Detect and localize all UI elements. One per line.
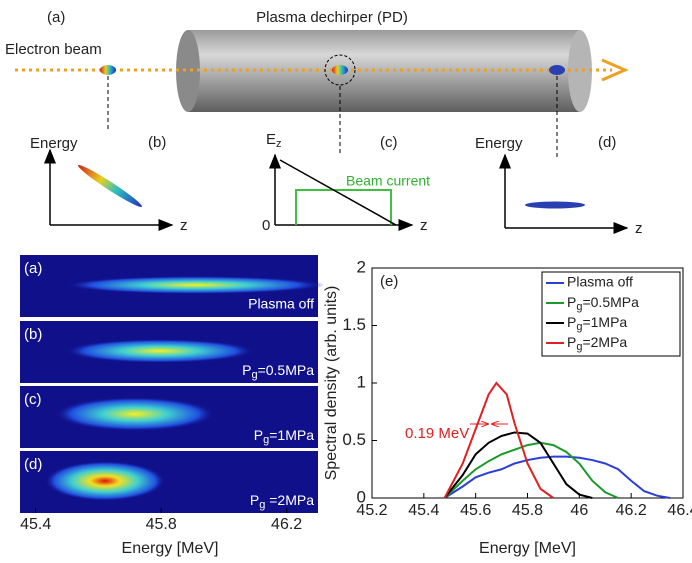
beam-label: Electron beam xyxy=(5,41,102,58)
x-tick-label: 45.2 xyxy=(356,502,387,519)
title: Plasma dechirper (PD) xyxy=(256,9,408,26)
panel-caption: Pg=0.5MPa xyxy=(242,362,314,381)
y-tick-label: 2 xyxy=(357,257,366,276)
legend-label: Pg=2MPa xyxy=(567,334,627,353)
beam-image xyxy=(55,397,215,431)
axis-label: z xyxy=(180,217,188,234)
panel-label: (c) xyxy=(380,134,398,151)
x-axis-label: Energy [MeV] xyxy=(122,540,219,557)
axis-label: Energy xyxy=(30,135,78,152)
panel-caption: Pg=1MPa xyxy=(254,427,314,446)
current-label: Beam current xyxy=(346,173,430,189)
y-tick-label: 0 xyxy=(357,487,366,506)
line xyxy=(443,431,593,499)
panel-caption: Pg =2MPa xyxy=(250,492,314,511)
x-tick-label: 45.8 xyxy=(512,502,543,519)
schematic: (a) Plasma dechirper (PD) Electron beam … xyxy=(5,9,643,237)
legend-label: Plasma off xyxy=(567,274,633,290)
image-panels: (a) Plasma off (b) Pg=0.5MPa (c) Pg=1MPa (d) Pg… xyxy=(20,255,325,557)
panel-label: (b) xyxy=(24,326,42,343)
line xyxy=(443,381,554,499)
panel-label: (c) xyxy=(24,391,42,408)
x-tick-label: 46 xyxy=(570,502,588,519)
x-tick-label: 45.4 xyxy=(408,502,439,519)
line xyxy=(443,441,619,499)
chart: 45.2 45.4 45.6 45.8 46 46.2 46.4 0 0.5 1 1.5 2 Energ… xyxy=(323,257,692,557)
x-tick-label: 45.4 xyxy=(20,516,51,533)
panel-caption: Plasma off xyxy=(248,296,314,312)
y-tick-label: 0.5 xyxy=(342,430,366,449)
y-tick-label: 1 xyxy=(357,372,366,391)
panel-label: (d) xyxy=(598,134,616,151)
axis-label: Energy xyxy=(475,135,523,152)
axis-label: z xyxy=(635,220,643,237)
panel-label: (b) xyxy=(148,134,166,151)
dechirper-end xyxy=(568,30,592,112)
panel-label: (e) xyxy=(380,273,398,290)
dechirper-end xyxy=(176,30,200,112)
legend-box xyxy=(541,271,681,357)
panel-label: (a) xyxy=(24,260,42,277)
annotation: 0.19 MeV xyxy=(405,425,469,442)
phase-space xyxy=(525,201,585,209)
x-tick-label: 46.2 xyxy=(616,502,647,519)
wakefield xyxy=(279,159,397,226)
y-axis-label: Spectral density (arb. units) xyxy=(323,286,340,481)
panel-label: (d) xyxy=(24,456,42,473)
legend-label: Pg=0.5MPa xyxy=(567,294,639,313)
x-axis-label: Energy [MeV] xyxy=(479,540,576,557)
beam-arrow xyxy=(601,58,629,82)
x-tick-label: 45.8 xyxy=(146,516,177,533)
bunch xyxy=(332,65,348,75)
beam-image xyxy=(65,339,255,363)
phase-space xyxy=(78,165,142,207)
line xyxy=(444,455,671,499)
beam-image xyxy=(65,276,325,294)
x-tick-label: 46.2 xyxy=(271,516,302,533)
bunch xyxy=(549,65,565,75)
focus-circle xyxy=(324,54,356,86)
y-tick-label: 1.5 xyxy=(342,315,366,334)
axis-label: Ez xyxy=(266,131,282,150)
x-tick-label: 45.6 xyxy=(460,502,491,519)
x-tick-label: 46.4 xyxy=(667,502,692,519)
panel-label: (a) xyxy=(47,9,65,26)
axis-label: z xyxy=(420,217,428,234)
beam-current xyxy=(295,189,392,225)
legend-label: Pg=1MPa xyxy=(567,314,627,333)
beam-image xyxy=(45,461,165,501)
origin-label: 0 xyxy=(262,217,270,234)
bunch xyxy=(100,65,116,75)
